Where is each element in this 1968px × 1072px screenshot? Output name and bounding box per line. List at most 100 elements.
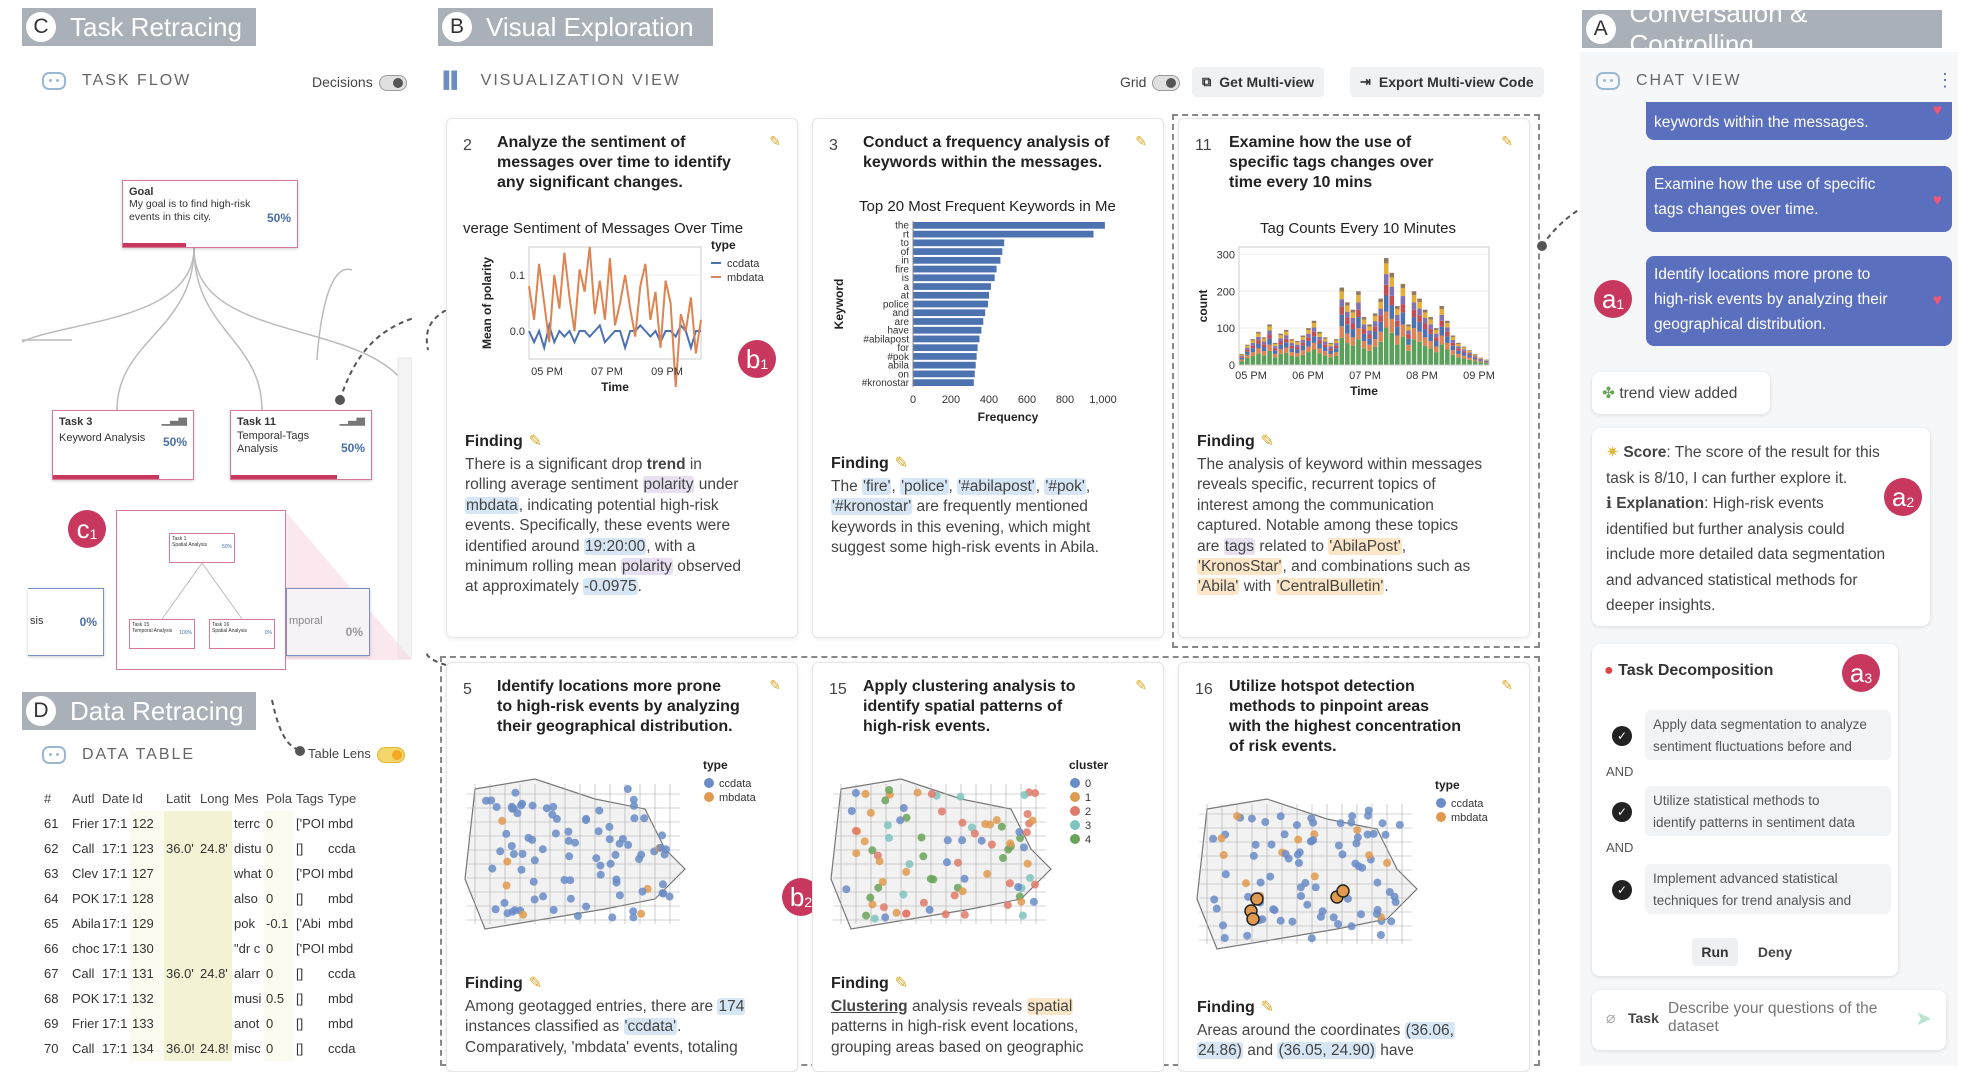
edit-icon[interactable]: ✎: [1501, 677, 1513, 694]
table-header-cell[interactable]: Long: [198, 786, 232, 811]
stacked-bar-segment: [1362, 317, 1367, 319]
heart-icon[interactable]: ♥: [1933, 188, 1943, 213]
map-point: [926, 906, 934, 914]
heart-icon[interactable]: ♥: [1933, 288, 1943, 313]
edit-icon[interactable]: ✎: [769, 677, 781, 694]
table-header-cell[interactable]: Mes: [232, 786, 264, 811]
x-axis-label: Frequency: [978, 410, 1039, 424]
table-header-cell[interactable]: Autl: [70, 786, 100, 811]
export-multi-view-code-button[interactable]: ⇥Export Multi-view Code: [1350, 67, 1544, 97]
table-header-cell[interactable]: Tags: [294, 786, 326, 811]
map-point: [639, 888, 647, 896]
heart-icon[interactable]: ♥: [1933, 98, 1943, 123]
bar-chart-icon: ▐▌: [438, 72, 465, 90]
table-cell: [198, 811, 232, 836]
edit-icon[interactable]: ✎: [1501, 133, 1513, 150]
table-lens-toggle[interactable]: [377, 747, 405, 763]
decisions-toggle[interactable]: [379, 75, 407, 91]
task-node-temporal-tags[interactable]: Task 11 Temporal-Tags Analysis 50% ▁▃▅: [230, 410, 372, 480]
stacked-bar-segment: [1256, 332, 1261, 334]
get-multi-view-button[interactable]: ⧉Get Multi-view: [1192, 67, 1324, 97]
map-point: [1334, 920, 1342, 928]
table-header-cell[interactable]: Date: [100, 786, 130, 811]
stacked-bar-segment: [1301, 337, 1306, 340]
legend-label: mbdata: [719, 792, 757, 804]
stacked-bar-segment: [1317, 332, 1322, 334]
star-icon: ✷: [1606, 444, 1619, 461]
stacked-bar-segment: [1295, 347, 1300, 349]
legend-label: 3: [1085, 820, 1091, 832]
legend-title: type: [1435, 779, 1460, 792]
run-button[interactable]: Run: [1692, 938, 1738, 966]
map-point: [1257, 879, 1265, 887]
edit-icon[interactable]: ✎: [769, 133, 781, 150]
table-header-cell[interactable]: #: [42, 786, 70, 811]
table-header-cell[interactable]: Pola: [264, 786, 294, 811]
task-node-partial-left[interactable]: sis 0%: [28, 588, 104, 656]
chat-user-message: keywords within the messages.♥: [1646, 102, 1952, 140]
table-cell: 123: [130, 836, 164, 861]
edit-icon[interactable]: ✎: [1135, 677, 1147, 694]
task-node-keyword-analysis[interactable]: Task 3 Keyword Analysis 50% ▁▃▅: [52, 410, 194, 480]
stacked-bar-segment: [1478, 359, 1483, 360]
stacked-bar-segment: [1306, 334, 1311, 338]
stacked-bar-segment: [1301, 336, 1306, 337]
check-icon[interactable]: ✓: [1612, 726, 1632, 746]
task-node-partial-right[interactable]: mporal 0%: [286, 588, 370, 656]
check-icon[interactable]: ✓: [1612, 802, 1632, 822]
map-point: [884, 821, 892, 829]
map-point: [1219, 921, 1227, 929]
table-cell: 128: [130, 886, 164, 911]
decisions-toggle-wrap: Decisions: [312, 74, 407, 91]
check-icon[interactable]: ✓: [1612, 880, 1632, 900]
send-icon[interactable]: ➤: [1915, 1006, 1932, 1031]
table-header-cell[interactable]: Latit: [164, 786, 198, 811]
robot-icon: [42, 72, 66, 90]
edit-icon[interactable]: ✎: [1135, 133, 1147, 150]
more-options-icon[interactable]: ⋮: [1936, 70, 1954, 91]
stacked-bar-segment: [1267, 335, 1272, 339]
bar-is: [913, 274, 995, 281]
stacked-bar-segment: [1278, 341, 1283, 344]
chat-input[interactable]: [1668, 1000, 1904, 1036]
table-cell: anot: [232, 1011, 264, 1036]
deny-button[interactable]: Deny: [1752, 938, 1798, 966]
stacked-bar-segment: [1401, 288, 1406, 296]
stacked-bar-segment: [1306, 330, 1311, 334]
stacked-bar-segment: [1390, 287, 1395, 296]
table-cell: ccda: [326, 1036, 360, 1061]
stacked-bar-segment: [1384, 258, 1389, 263]
stacked-bar-segment: [1295, 357, 1300, 365]
table-header-cell[interactable]: Type: [326, 786, 360, 811]
map-point: [616, 891, 624, 899]
bar-have: [913, 327, 981, 334]
table-header-cell[interactable]: Id: [130, 786, 164, 811]
goal-node[interactable]: Goal My goal is to find high-risk events…: [122, 180, 298, 248]
map-point: [1377, 931, 1385, 939]
stacked-bar-segment: [1256, 337, 1261, 340]
stacked-bar-segment: [1456, 343, 1461, 344]
grid-toggle[interactable]: [1152, 75, 1180, 91]
attachment-icon[interactable]: ⌀: [1606, 1008, 1616, 1028]
